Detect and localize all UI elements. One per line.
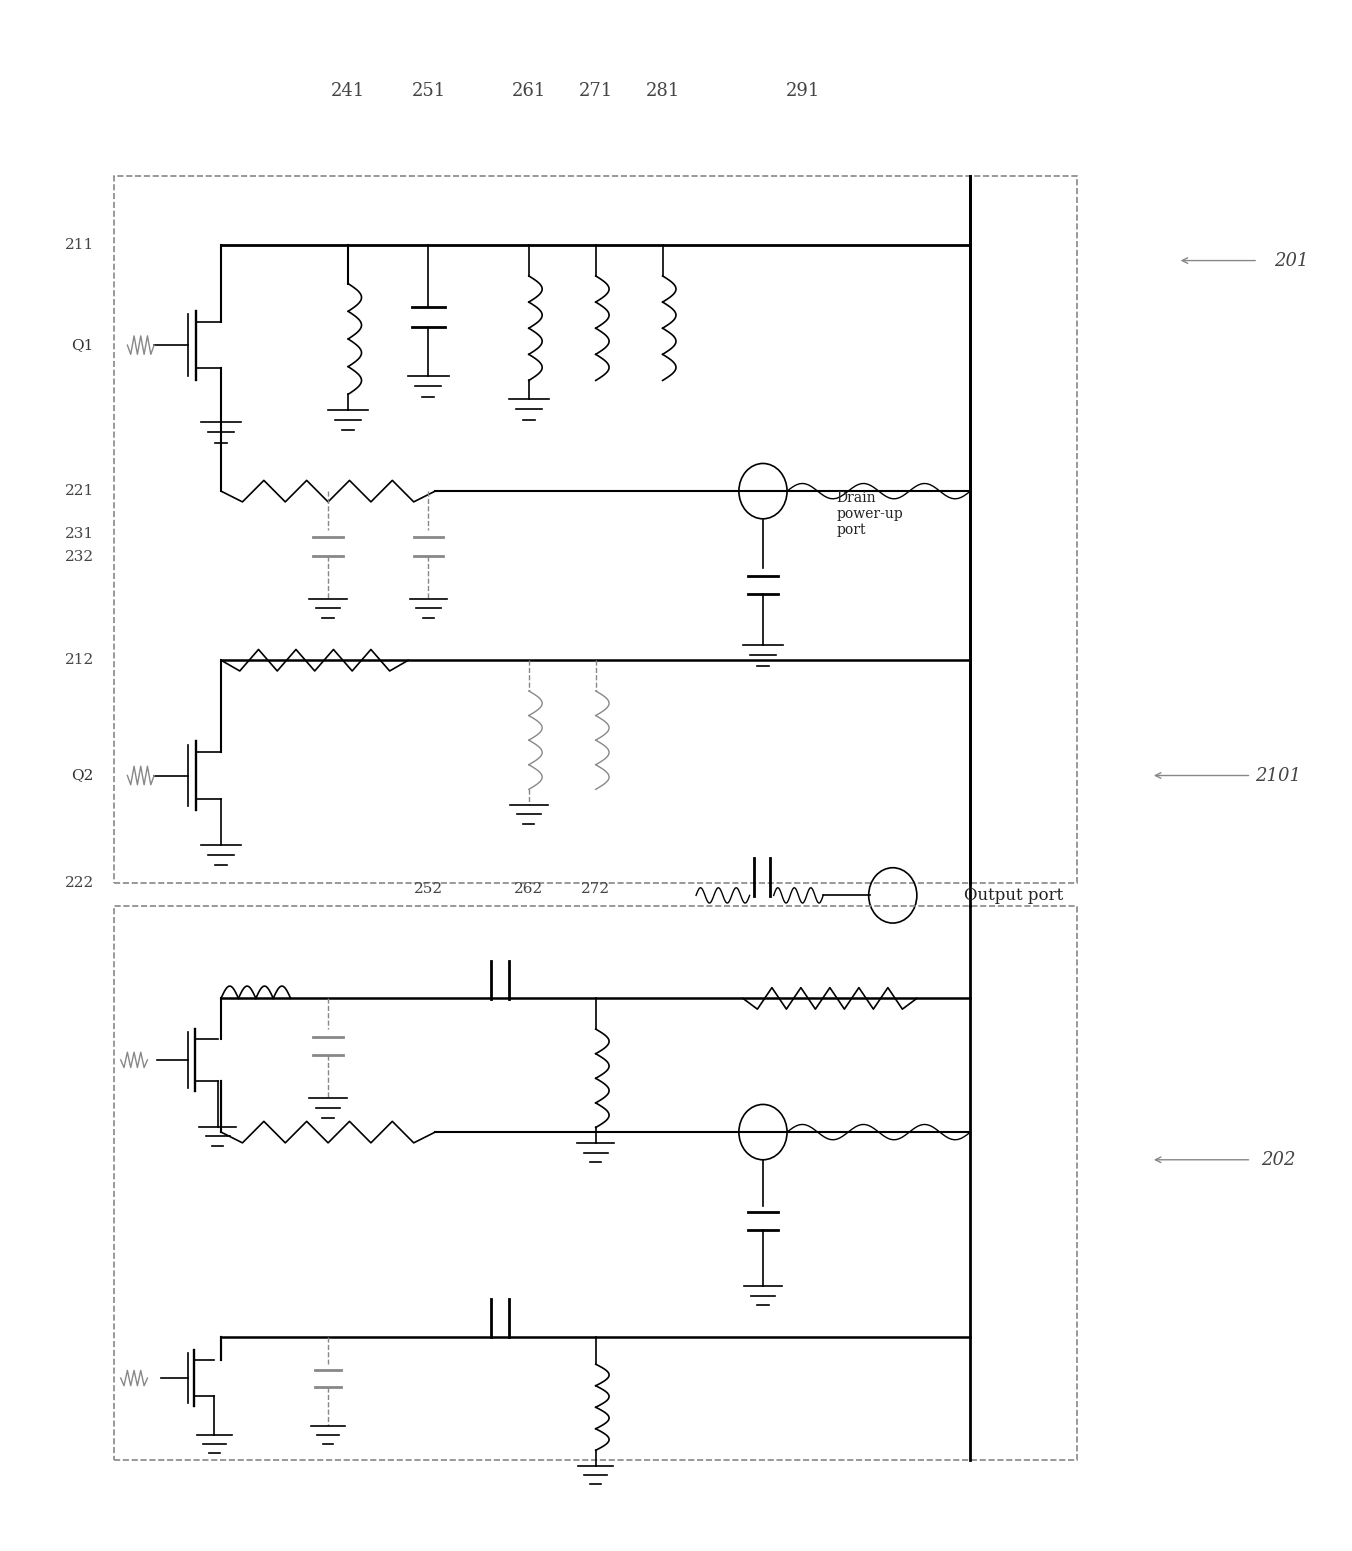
Text: Output port: Output port <box>964 887 1063 904</box>
Text: Q1: Q1 <box>72 338 93 352</box>
Text: 221: 221 <box>65 484 93 498</box>
Text: 232: 232 <box>65 551 93 565</box>
Text: 261: 261 <box>511 82 546 101</box>
Text: 2101: 2101 <box>1255 766 1301 785</box>
Text: 201: 201 <box>1275 251 1309 270</box>
Text: 262: 262 <box>514 883 544 896</box>
Text: 202: 202 <box>1261 1151 1295 1169</box>
Text: 252: 252 <box>414 883 443 896</box>
Text: 222: 222 <box>65 876 93 890</box>
Text: 281: 281 <box>645 82 680 101</box>
Text: 251: 251 <box>411 82 446 101</box>
Text: 231: 231 <box>65 527 93 541</box>
Text: Q2: Q2 <box>72 768 93 783</box>
Text: 271: 271 <box>579 82 612 101</box>
Text: 241: 241 <box>331 82 365 101</box>
Text: Drain
power-up
port: Drain power-up port <box>837 492 903 537</box>
Text: 272: 272 <box>581 883 610 896</box>
Text: 212: 212 <box>65 653 93 667</box>
Text: 211: 211 <box>65 239 93 253</box>
Text: 291: 291 <box>786 82 821 101</box>
